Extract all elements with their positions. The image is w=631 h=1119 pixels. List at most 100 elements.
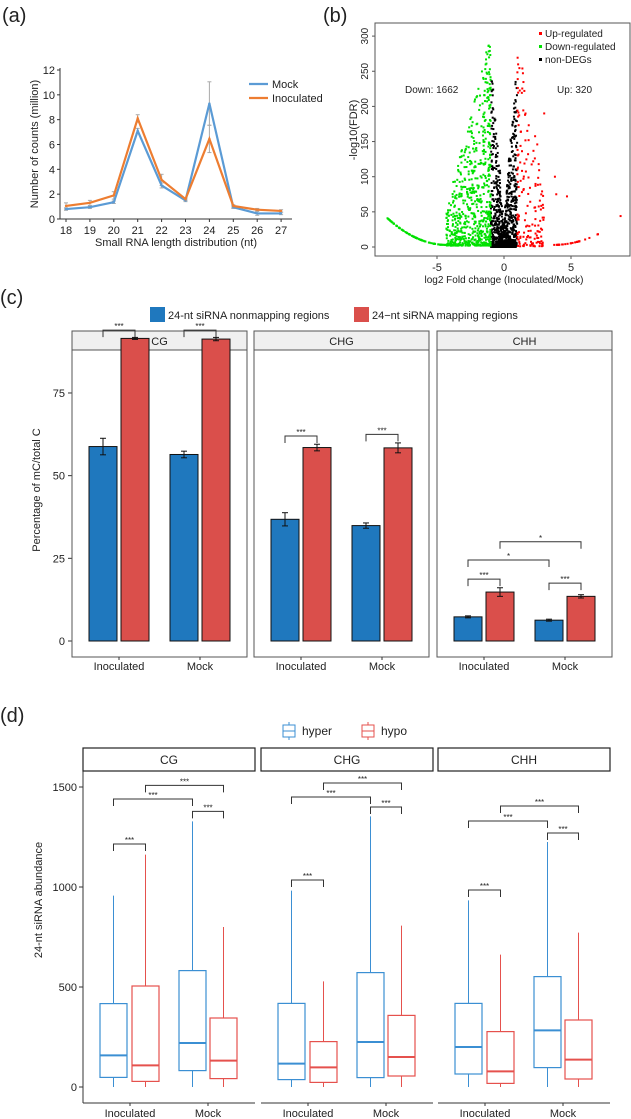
- significance-label: ***: [480, 882, 489, 891]
- point-down-regulated: [481, 150, 484, 153]
- point-down-regulated: [479, 244, 482, 247]
- point-down-regulated: [483, 210, 486, 213]
- point-non-deg: [490, 111, 493, 114]
- point-down-regulated: [463, 166, 466, 169]
- point-down-regulated: [466, 190, 469, 193]
- point-non-deg: [497, 170, 500, 173]
- y-tick-label: 2: [49, 189, 55, 201]
- point-non-deg: [515, 218, 518, 221]
- point-non-deg: [490, 80, 493, 83]
- point-down-regulated: [462, 202, 465, 205]
- point-non-deg: [495, 200, 498, 203]
- point-non-deg: [511, 136, 514, 139]
- facet-chg: CHG Inoculated Mock: [253, 330, 430, 673]
- point-down-regulated: [480, 211, 483, 214]
- point-non-deg: [491, 237, 494, 240]
- point-non-deg: [491, 94, 494, 97]
- point-up-regulated: [538, 169, 541, 172]
- point-down-regulated: [489, 217, 492, 220]
- point-non-deg: [495, 142, 498, 145]
- point-down-regulated: [452, 199, 455, 202]
- x-tick-label: 27: [275, 225, 287, 237]
- point-up-regulated: [516, 238, 519, 241]
- point-non-deg: [492, 166, 495, 169]
- point-down-regulated: [483, 244, 486, 247]
- point-down-regulated: [460, 238, 463, 241]
- point-non-deg: [496, 193, 499, 196]
- point-down-regulated: [457, 168, 460, 171]
- points-layer: [386, 44, 622, 248]
- point-up-regulated: [516, 71, 519, 74]
- point-non-deg: [504, 234, 507, 237]
- point-down-regulated: [484, 225, 487, 228]
- point-non-deg: [514, 182, 517, 185]
- point-non-deg: [509, 245, 512, 248]
- bar: [201, 338, 231, 642]
- point-down-regulated: [483, 116, 486, 119]
- point-non-deg: [496, 225, 499, 228]
- significance-label: ***: [148, 791, 157, 800]
- point-down-regulated: [414, 236, 417, 239]
- y-tick-label: 50: [53, 471, 65, 483]
- point-down-regulated: [484, 118, 487, 121]
- x-tick-label: Mock: [187, 661, 214, 673]
- point-down-regulated: [489, 234, 492, 237]
- data-point: [112, 201, 116, 204]
- point-down-regulated: [464, 244, 467, 247]
- point-down-regulated: [469, 208, 472, 211]
- point-down-regulated: [459, 195, 462, 198]
- point-up-regulated: [521, 87, 524, 90]
- point-down-regulated: [479, 225, 482, 228]
- point-down-regulated: [454, 195, 457, 198]
- point-up-regulated: [522, 244, 525, 247]
- point-down-regulated: [467, 170, 470, 173]
- point-down-regulated: [486, 53, 489, 56]
- point-down-regulated: [467, 146, 470, 149]
- point-up-regulated: [522, 235, 525, 238]
- legend-icon-hypo: [361, 722, 375, 740]
- significance-bracket: [365, 433, 399, 442]
- point-down-regulated: [413, 236, 416, 239]
- point-down-regulated: [480, 238, 483, 241]
- point-up-regulated: [535, 234, 538, 237]
- point-non-deg: [497, 200, 500, 203]
- point-down-regulated: [488, 156, 491, 159]
- point-down-regulated: [468, 151, 471, 154]
- point-down-regulated: [462, 199, 465, 202]
- point-non-deg: [506, 244, 509, 247]
- point-non-deg: [494, 243, 497, 246]
- point-down-regulated: [480, 232, 483, 235]
- point-down-regulated: [457, 230, 460, 233]
- point-down-regulated: [480, 176, 483, 179]
- point-down-regulated: [466, 188, 469, 191]
- point-down-regulated: [477, 244, 480, 247]
- point-down-regulated: [482, 186, 485, 189]
- point-down-regulated: [486, 81, 489, 84]
- point-down-regulated: [463, 222, 466, 225]
- point-non-deg: [507, 245, 510, 248]
- point-non-deg: [510, 192, 513, 195]
- point-non-deg: [500, 238, 503, 241]
- point-down-regulated: [489, 193, 492, 196]
- point-down-regulated: [445, 217, 448, 220]
- point-non-deg: [499, 190, 502, 193]
- point-down-regulated: [458, 243, 461, 246]
- bar: [351, 525, 381, 642]
- point-up-regulated: [537, 205, 540, 208]
- point-non-deg: [495, 210, 498, 213]
- significance-bracket: [102, 329, 136, 338]
- point-down-regulated: [487, 223, 490, 226]
- point-down-regulated: [483, 216, 486, 219]
- data-point: [64, 207, 68, 211]
- point-down-regulated: [464, 237, 467, 240]
- panel-c-bar-chart: 24-nt siRNA nonmapping regions 24−nt siRN…: [31, 307, 613, 673]
- point-non-deg: [499, 227, 502, 230]
- point-non-deg: [499, 244, 502, 247]
- point-down-regulated: [472, 236, 475, 239]
- point-non-deg: [510, 204, 513, 207]
- point-down-regulated: [474, 148, 477, 151]
- point-non-deg: [494, 236, 497, 239]
- point-down-regulated: [482, 76, 485, 79]
- facet-title: CHH: [513, 336, 537, 348]
- point-non-deg: [515, 187, 518, 190]
